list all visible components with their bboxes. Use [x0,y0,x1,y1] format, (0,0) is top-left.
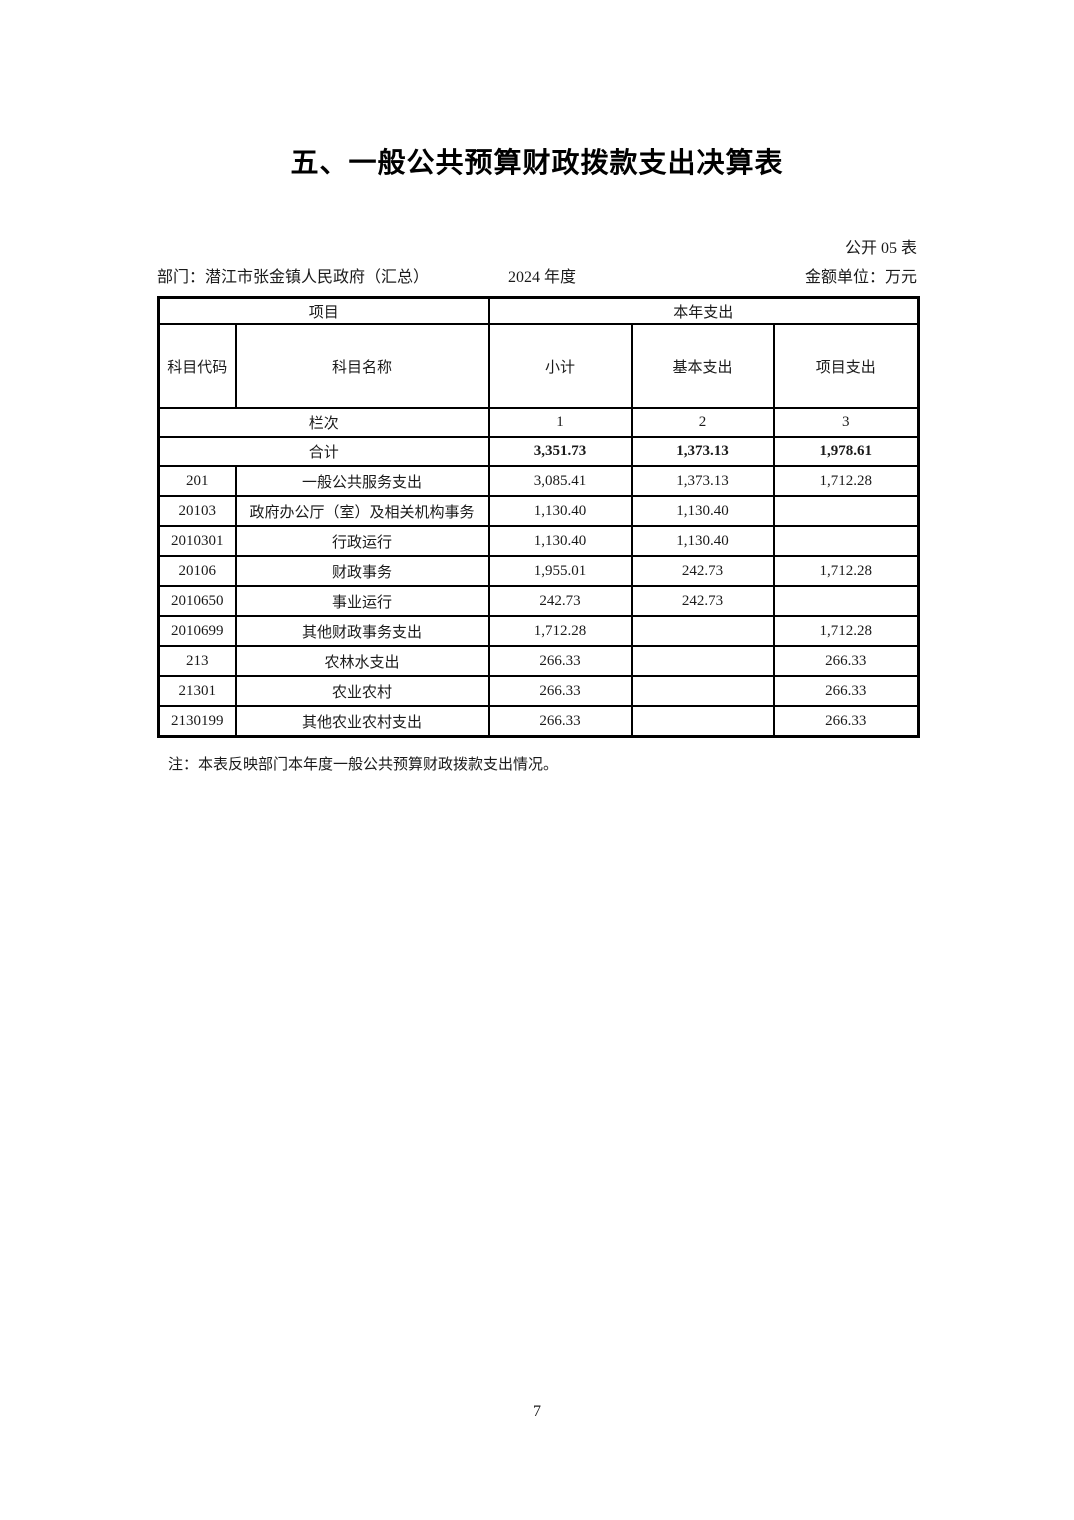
budget-expenditure-table: 项目 本年支出 科目代码 科目名称 小计 基本支出 项目支出 栏次 1 2 3 [157,296,921,738]
row-name: 事业运行 [234,585,490,617]
row-subtotal: 266.33 [487,645,633,677]
table-meta-row: 部门：潜江市张金镇人民政府（汇总） 2024 年度 金额单位：万元 [157,266,917,290]
row-project: 266.33 [772,675,920,707]
page-number: 7 [533,1403,541,1420]
header-col-code: 科目代码 [157,323,237,409]
lanci-col-3: 3 [772,407,920,438]
page-title: 五、一般公共预算财政拨款支出决算表 [290,147,784,178]
table-row: 2010699 其他财政事务支出 1,712.28 1,712.28 [157,615,920,647]
header-group-project: 项目 [157,296,490,325]
row-code: 20106 [157,555,237,587]
row-project: 1,712.28 [772,555,920,587]
header-group-current-year: 本年支出 [487,296,920,325]
row-basic [630,645,775,677]
total-basic: 1,373.13 [630,436,775,467]
fiscal-year-label: 2024 年度 [508,269,577,286]
table-total-row: 合计 3,351.73 1,373.13 1,978.61 [157,436,920,467]
table-row: 2010301 行政运行 1,130.40 1,130.40 [157,525,920,557]
table-row: 科目代码 科目名称 小计 基本支出 项目支出 [157,323,920,409]
table-code-label: 公开 05 表 [844,240,917,257]
department-label: 部门：潜江市张金镇人民政府（汇总） [157,269,430,286]
lanci-label: 栏次 [157,407,490,438]
total-label: 合计 [157,436,490,467]
row-subtotal: 1,130.40 [487,495,633,527]
row-basic: 242.73 [630,555,775,587]
row-project [772,525,920,557]
row-subtotal: 266.33 [487,675,633,707]
amount-unit-label: 金额单位：万元 [804,269,917,286]
row-name: 财政事务 [234,555,490,587]
header-col-basic: 基本支出 [630,323,775,409]
lanci-col-1: 1 [487,407,633,438]
row-code: 2010301 [157,525,237,557]
row-subtotal: 1,955.01 [487,555,633,587]
row-subtotal: 1,712.28 [487,615,633,647]
table-row: 20106 财政事务 1,955.01 242.73 1,712.28 [157,555,920,587]
row-subtotal: 266.33 [487,705,633,738]
table-row: 21301 农业农村 266.33 266.33 [157,675,920,707]
document-body: 公开 05 表 部门：潜江市张金镇人民政府（汇总） 2024 年度 金额单位：万… [157,238,921,774]
row-basic: 1,130.40 [630,525,775,557]
row-name: 其他财政事务支出 [234,615,490,647]
table-footnote: 注：本表反映部门本年度一般公共预算财政拨款支出情况。 [168,757,559,773]
row-project: 1,712.28 [772,615,920,647]
row-code: 2130199 [157,705,237,738]
row-subtotal: 1,130.40 [487,525,633,557]
row-subtotal: 3,085.41 [487,465,633,497]
header-col-name: 科目名称 [234,323,490,409]
row-project: 266.33 [772,645,920,677]
row-basic: 1,373.13 [630,465,775,497]
total-project: 1,978.61 [772,436,920,467]
row-name: 一般公共服务支出 [234,465,490,497]
row-subtotal: 242.73 [487,585,633,617]
table-row: 20103 政府办公厅（室）及相关机构事务 1,130.40 1,130.40 [157,495,920,527]
row-project [772,495,920,527]
table-row: 201 一般公共服务支出 3,085.41 1,373.13 1,712.28 [157,465,920,497]
total-subtotal: 3,351.73 [487,436,633,467]
row-code: 20103 [157,495,237,527]
row-basic [630,705,775,738]
row-basic [630,615,775,647]
row-name: 其他农业农村支出 [234,705,490,738]
row-code: 213 [157,645,237,677]
table-row: 栏次 1 2 3 [157,407,920,438]
row-code: 2010699 [157,615,237,647]
row-code: 201 [157,465,237,497]
table-row: 项目 本年支出 [157,296,920,325]
header-col-project: 项目支出 [772,323,920,409]
row-project [772,585,920,617]
row-name: 农林水支出 [234,645,490,677]
row-code: 2010650 [157,585,237,617]
table-row: 2130199 其他农业农村支出 266.33 266.33 [157,705,920,738]
row-project: 266.33 [772,705,920,738]
row-project: 1,712.28 [772,465,920,497]
row-name: 行政运行 [234,525,490,557]
row-name: 政府办公厅（室）及相关机构事务 [234,495,490,527]
row-name: 农业农村 [234,675,490,707]
row-basic [630,675,775,707]
row-basic: 242.73 [630,585,775,617]
lanci-col-2: 2 [630,407,775,438]
table-row: 2010650 事业运行 242.73 242.73 [157,585,920,617]
table-row: 213 农林水支出 266.33 266.33 [157,645,920,677]
header-col-subtotal: 小计 [487,323,633,409]
row-basic: 1,130.40 [630,495,775,527]
row-code: 21301 [157,675,237,707]
